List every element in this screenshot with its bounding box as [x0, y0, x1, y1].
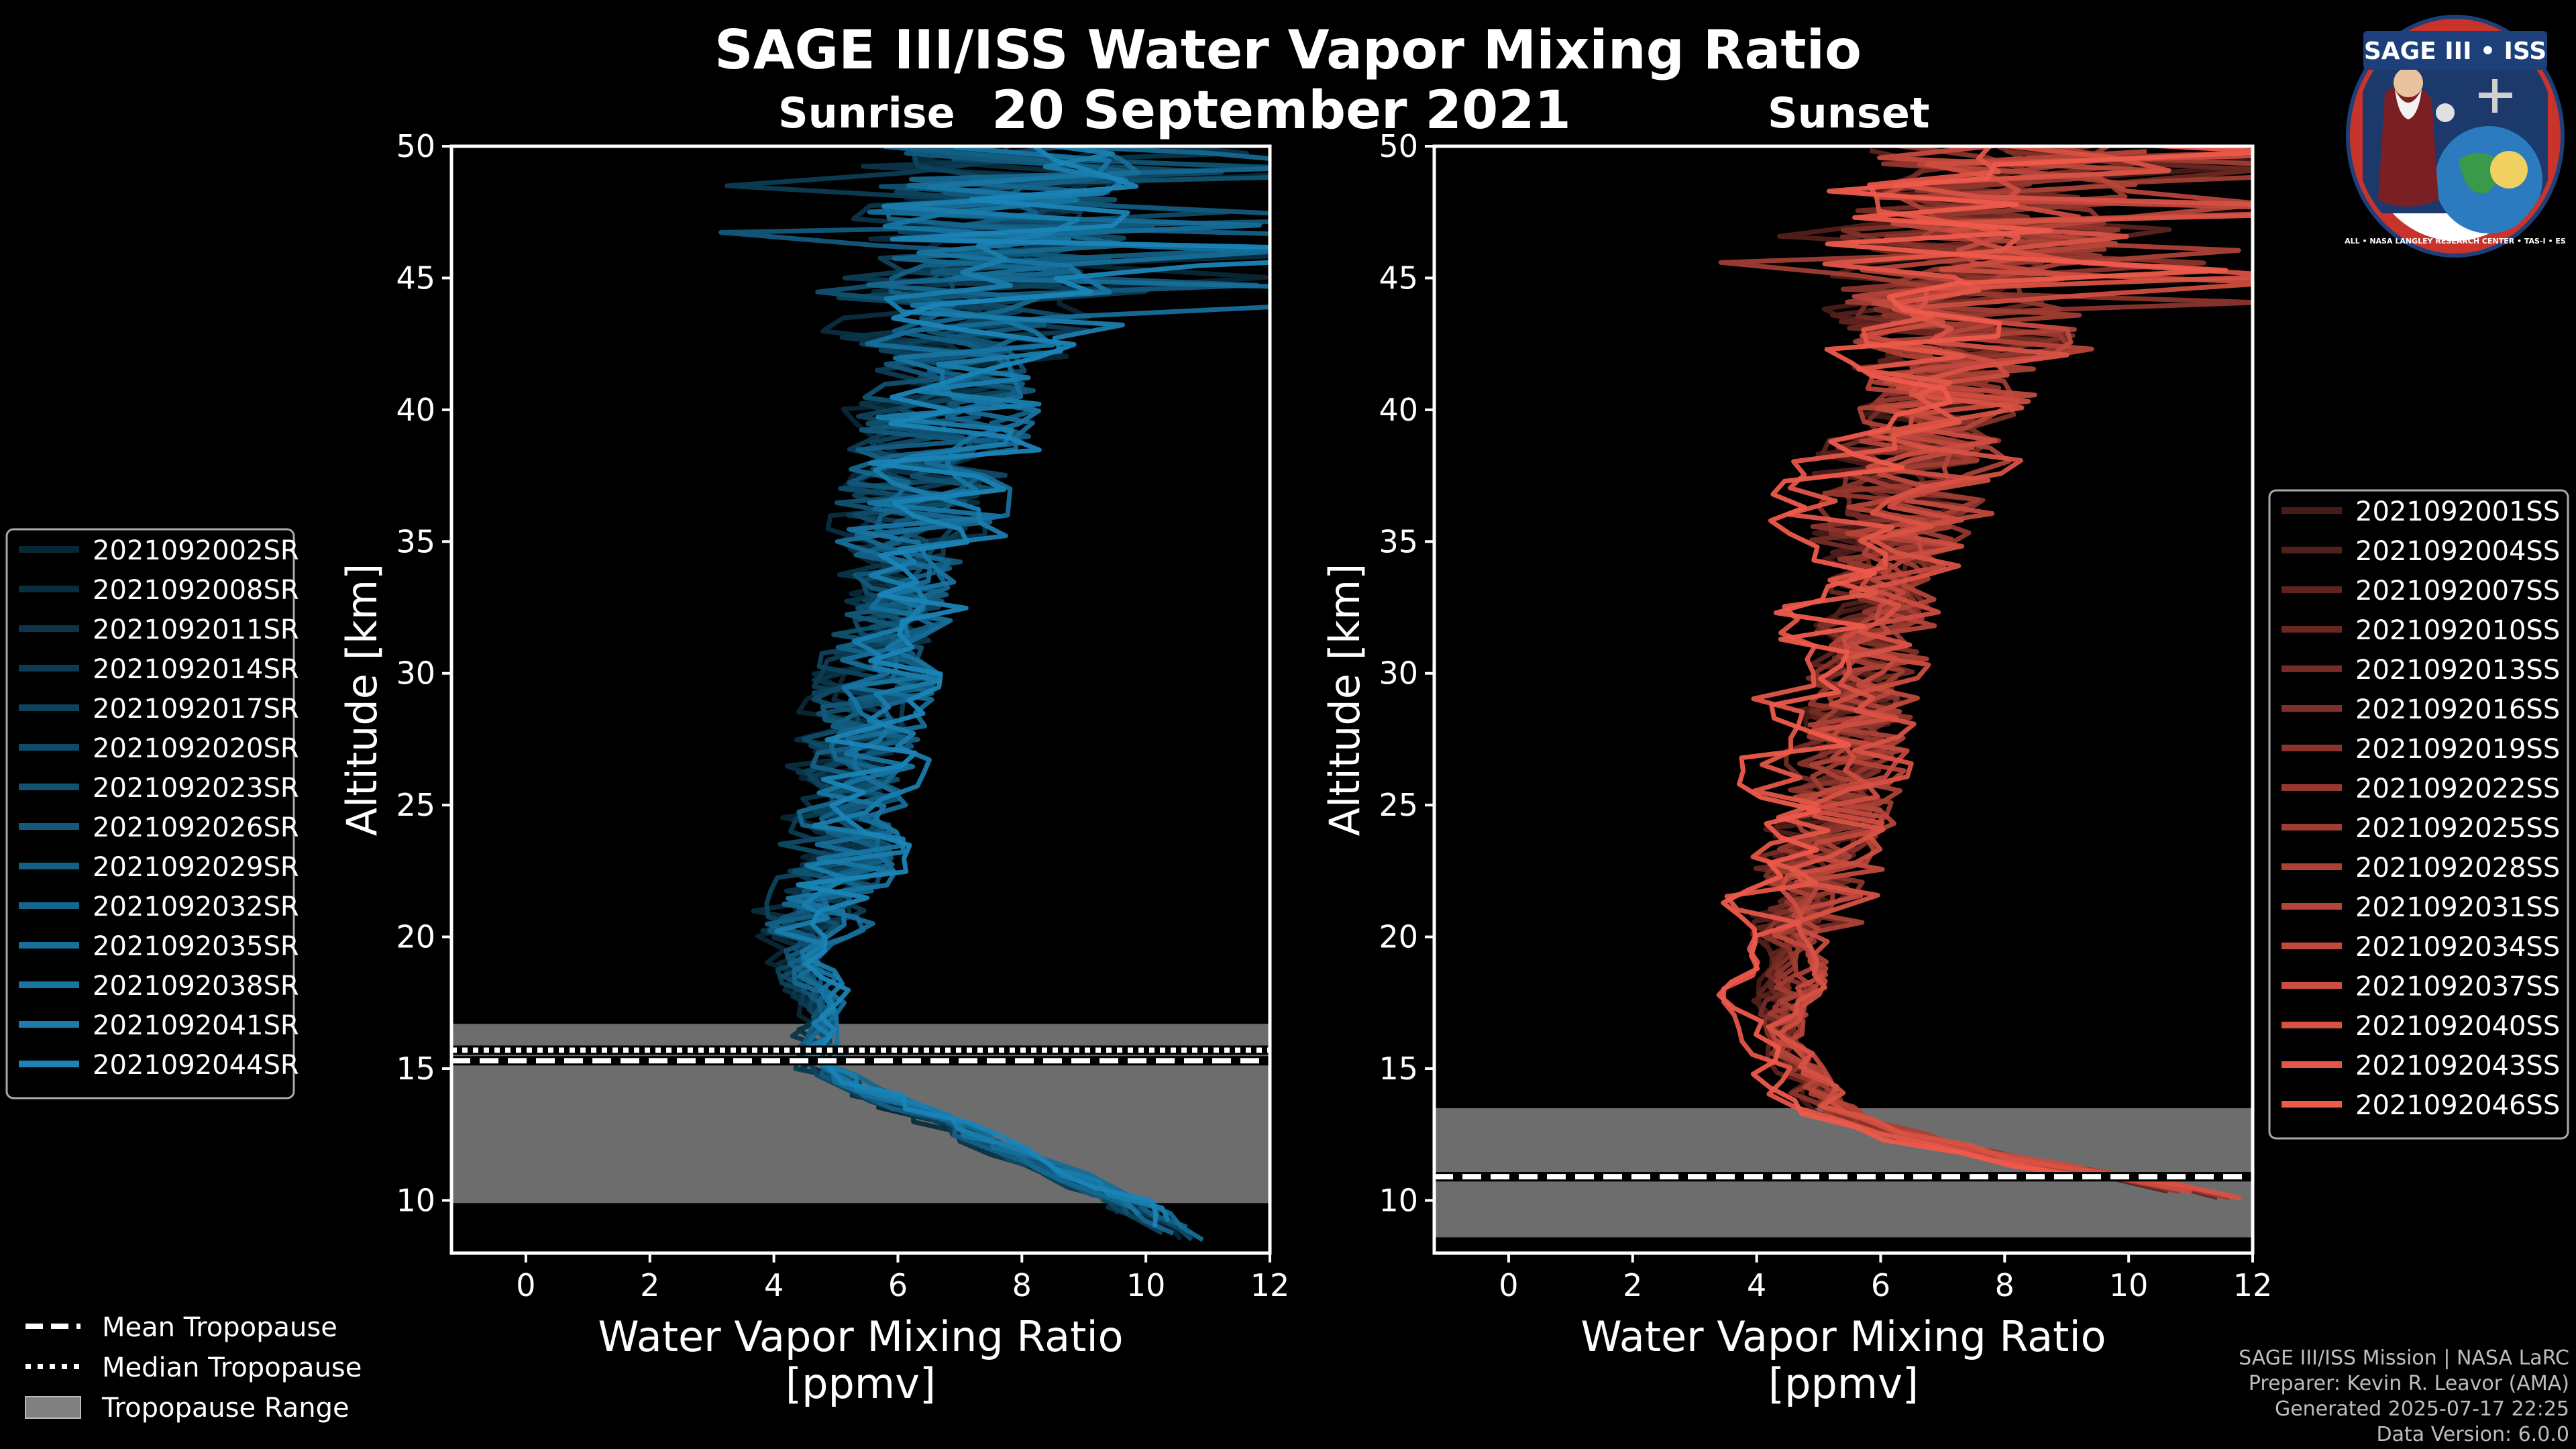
profile-2021092037SS — [1776, 153, 2253, 1195]
credit-generated: Generated 2025-07-17 22:25 — [2274, 1397, 2569, 1421]
legend-label-2021092035SR: 2021092035SR — [93, 931, 299, 962]
sunset-ytick-label-20: 20 — [1379, 919, 1418, 955]
sunrise-panel-title: Sunrise — [778, 89, 955, 138]
legend-label-2021092043SS: 2021092043SS — [2355, 1051, 2560, 1081]
sunset-ytick-label-45: 45 — [1379, 260, 1418, 296]
legend-label-2021092014SR: 2021092014SR — [93, 654, 299, 685]
sunrise-xtick-label-6: 6 — [888, 1267, 908, 1303]
sunset-xtick-label-12: 12 — [2233, 1267, 2273, 1303]
sunrise-xtick-label-0: 0 — [516, 1267, 535, 1303]
legend-label-2021092004SS: 2021092004SS — [2355, 536, 2560, 567]
legend-label-2021092019SS: 2021092019SS — [2355, 734, 2560, 765]
legend-label-2021092032SR: 2021092032SR — [93, 892, 299, 922]
sunrise-xtick-label-10: 10 — [1126, 1267, 1166, 1303]
sunset-xtick-label-4: 4 — [1747, 1267, 1766, 1303]
sunset-ytick-label-40: 40 — [1379, 392, 1418, 428]
sunset-legend: 2021092001SS 2021092004SS 2021092007SS 2021… — [2268, 489, 2569, 1140]
legend-label-2021092028SS: 2021092028SS — [2355, 853, 2560, 883]
legend-label-2021092007SS: 2021092007SS — [2355, 576, 2560, 606]
profile-2021092038SR — [786, 146, 1141, 1217]
credit-preparer: Preparer: Kevin R. Leavor (AMA) — [2248, 1372, 2569, 1395]
median-tropopause-label: Median Tropopause — [102, 1352, 362, 1383]
credit-data-version: Data Version: 6.0.0 — [2376, 1423, 2569, 1446]
sunrise-ytick-label-25: 25 — [396, 787, 435, 823]
sunrise-ytick-label-45: 45 — [396, 260, 435, 296]
sunset-panel-title: Sunset — [1768, 89, 1930, 138]
sage-iii-iss-mission-logo: SAGE III • ISS BALL • NASA LANGLEY RESEA… — [2345, 15, 2566, 258]
sunrise-ylabel: Altitude [km] — [337, 564, 386, 837]
legend-label-2021092038SR: 2021092038SR — [93, 971, 299, 1002]
legend-label-2021092008SR: 2021092008SR — [93, 575, 299, 606]
sunrise-ytick-label-40: 40 — [396, 392, 435, 428]
legend-label-2021092010SS: 2021092010SS — [2355, 615, 2560, 646]
sunrise-ytick-label-35: 35 — [396, 523, 435, 559]
legend-label-2021092031SS: 2021092031SS — [2355, 892, 2560, 923]
sunrise-xlabel-units: [ppmv] — [786, 1359, 936, 1408]
sunrise-xlabel: Water Vapor Mixing Ratio — [598, 1312, 1123, 1361]
sunrise-xtick-label-4: 4 — [764, 1267, 784, 1303]
legend-label-2021092026SR: 2021092026SR — [93, 812, 299, 843]
chart-date: 20 September 2021 — [991, 80, 1571, 141]
legend-label-2021092002SR: 2021092002SR — [93, 535, 299, 566]
chart-title: SAGE III/ISS Water Vapor Mixing Ratio — [714, 19, 1862, 81]
sunrise-legend: 2021092002SR 2021092008SR 2021092011SR 2021… — [5, 528, 299, 1099]
profile-2021092046SS — [1716, 146, 2253, 1182]
sunrise-panel: 10 15 20 25 30 35 40 45 50 0 2 4 6 8 10 12 Water Vapor M… — [337, 128, 1290, 1408]
sunrise-ytick-label-15: 15 — [396, 1051, 435, 1087]
sunrise-frame — [449, 144, 1272, 1255]
sunset-ytick-label-25: 25 — [1379, 787, 1418, 823]
tropopause-range-swatch — [25, 1396, 81, 1419]
tropopause-range-label: Tropopause Range — [101, 1393, 350, 1424]
sunset-xtick-label-2: 2 — [1623, 1267, 1642, 1303]
sunset-panel: 10 15 20 25 30 35 40 45 50 0 2 4 6 8 10 12 Water Vapor M… — [1320, 128, 2273, 1408]
sunrise-ytick-label-20: 20 — [396, 919, 435, 955]
legend-label-2021092011SR: 2021092011SR — [93, 614, 299, 645]
legend-label-2021092046SS: 2021092046SS — [2355, 1090, 2560, 1121]
credit-mission: SAGE III/ISS Mission | NASA LaRC — [2239, 1346, 2569, 1370]
legend-label-2021092044SR: 2021092044SR — [93, 1050, 299, 1081]
legend-label-2021092020SR: 2021092020SR — [93, 733, 299, 764]
legend-label-2021092029SR: 2021092029SR — [93, 852, 299, 883]
sunset-ytick-label-35: 35 — [1379, 523, 1418, 559]
sunset-ylabel: Altitude [km] — [1320, 564, 1369, 837]
sunset-ytick-label-50: 50 — [1379, 128, 1418, 164]
profile-2021092019SS — [1761, 146, 2253, 1188]
sunset-legend-box — [2268, 489, 2569, 1140]
sunset-xtick-label-6: 6 — [1871, 1267, 1890, 1303]
sunset-xlabel: Water Vapor Mixing Ratio — [1580, 1312, 2106, 1361]
sunrise-ytick-label-50: 50 — [396, 128, 435, 164]
sunrise-xtick-label-8: 8 — [1012, 1267, 1032, 1303]
legend-label-2021092022SS: 2021092022SS — [2355, 773, 2560, 804]
mean-tropopause-label: Mean Tropopause — [102, 1312, 337, 1343]
sunset-ytick-label-10: 10 — [1379, 1182, 1418, 1218]
legend-label-2021092013SS: 2021092013SS — [2355, 655, 2560, 686]
legend-label-2021092034SS: 2021092034SS — [2355, 932, 2560, 963]
tropopause-legend: Mean Tropopause Median Tropopause Tropopau… — [25, 1312, 362, 1424]
sunrise-xtick-label-12: 12 — [1250, 1267, 1290, 1303]
legend-label-2021092016SS: 2021092016SS — [2355, 694, 2560, 725]
legend-label-2021092017SR: 2021092017SR — [93, 694, 299, 724]
legend-label-2021092041SR: 2021092041SR — [93, 1010, 299, 1041]
logo-title: SAGE III • ISS — [2364, 38, 2546, 65]
sunrise-ytick-label-30: 30 — [396, 655, 435, 692]
sunrise-xtick-label-2: 2 — [640, 1267, 659, 1303]
legend-label-2021092001SS: 2021092001SS — [2355, 496, 2560, 527]
sunset-xtick-label-0: 0 — [1499, 1267, 1518, 1303]
sunset-ytick-label-15: 15 — [1379, 1051, 1418, 1087]
sunset-profiles — [1716, 146, 2253, 1201]
legend-label-2021092037SS: 2021092037SS — [2355, 971, 2560, 1002]
legend-label-2021092025SS: 2021092025SS — [2355, 813, 2560, 844]
legend-label-2021092023SR: 2021092023SR — [93, 773, 299, 804]
sunset-xtick-label-10: 10 — [2109, 1267, 2149, 1303]
sunset-xlabel-units: [ppmv] — [1768, 1359, 1919, 1408]
logo-ring-text: BALL • NASA LANGLEY RESEARCH CENTER • TA… — [2345, 237, 2566, 246]
legend-label-2021092040SS: 2021092040SS — [2355, 1011, 2560, 1042]
sunset-frame — [1432, 144, 2255, 1255]
sunset-ytick-label-30: 30 — [1379, 655, 1418, 692]
sunset-xtick-label-8: 8 — [1995, 1267, 2015, 1303]
sunrise-ytick-label-10: 10 — [396, 1182, 435, 1218]
